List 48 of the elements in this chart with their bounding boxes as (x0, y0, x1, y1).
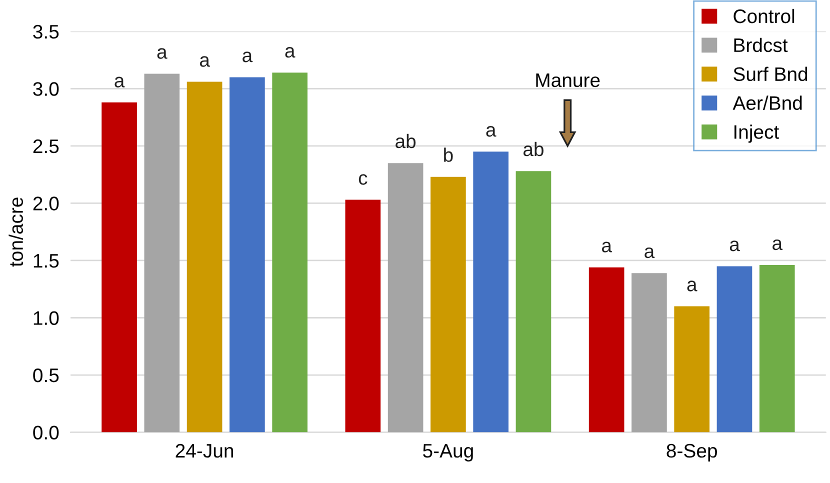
y-tick-label: 2.5 (33, 139, 59, 154)
bar (632, 273, 667, 432)
bar (388, 163, 424, 432)
data-label: ab (523, 142, 544, 156)
bar (186, 82, 222, 432)
bar (102, 102, 137, 432)
data-label: a (730, 240, 740, 252)
data-label: a (242, 52, 253, 62)
annotation: Manure (536, 74, 600, 88)
x-tick-label: 24-Jun (176, 444, 234, 458)
data-label: ab (396, 134, 416, 148)
bar (144, 74, 180, 432)
x-tick-label: 5-Aug (423, 444, 473, 462)
data-label: a (157, 48, 168, 59)
bar (588, 267, 624, 432)
bar (473, 152, 508, 432)
data-label: a (687, 280, 698, 292)
data-label: c (358, 174, 368, 185)
data-label: a (602, 242, 612, 252)
y-tick-label: 3.5 (33, 24, 59, 39)
legend-label: Aer/Bnd (732, 96, 802, 110)
y-axis-title: ton/acre (8, 198, 24, 267)
bar (716, 266, 752, 432)
data-label: a (772, 239, 783, 250)
y-tick-label: 3.0 (33, 82, 59, 96)
data-label: b (444, 148, 453, 162)
bar (345, 200, 381, 432)
bar (272, 72, 308, 432)
legend-label: Brdcst (734, 38, 788, 52)
y-tick-label: 1.0 (34, 311, 59, 325)
legend-label: Inject (734, 124, 780, 143)
y-tick-label: 0.0 (33, 426, 59, 440)
y-tick-label: 0.5 (33, 368, 59, 382)
y-tick-label: 1.5 (34, 254, 59, 268)
bar (516, 171, 552, 432)
legend-label: Control (734, 8, 794, 24)
bar (230, 77, 265, 432)
bar (430, 176, 466, 432)
legend-label: Surf Bnd (734, 66, 808, 82)
x-tick-label: 8-Sep (666, 444, 717, 462)
data-label: a (644, 247, 655, 258)
data-label: a (486, 126, 496, 137)
data-label: a (200, 56, 210, 67)
data-label: a (285, 47, 296, 58)
data-label: a (114, 76, 125, 88)
y-tick-label: 2.0 (33, 196, 59, 210)
bar (674, 306, 710, 432)
bar (759, 265, 795, 432)
